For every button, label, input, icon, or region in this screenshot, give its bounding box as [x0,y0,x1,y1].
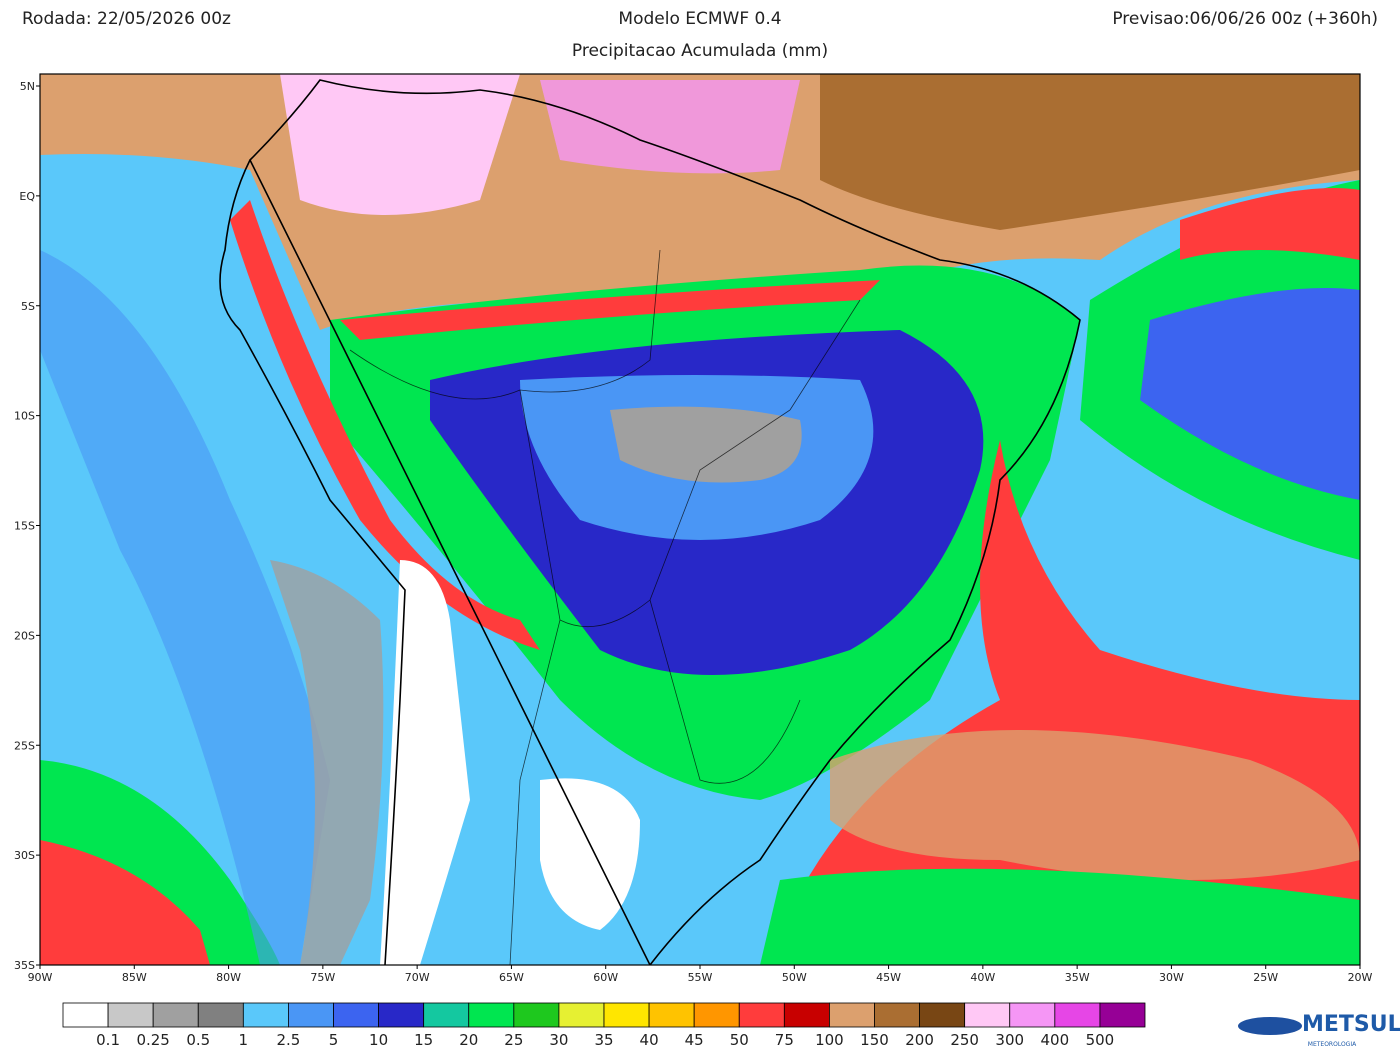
run-time: Rodada: 22/05/2026 00z [22,9,231,29]
colorbar-swatch [558,1002,605,1028]
lon-label: 25W [1253,971,1278,984]
lon-label: 70W [405,971,430,984]
coastline [219,79,1081,965]
colorbar-label: 15 [414,1031,433,1049]
colorbar-label: 45 [685,1031,704,1049]
colorbar-swatch [107,1002,154,1028]
colorbar-swatch [783,1002,830,1028]
lat-label: 5S [21,300,35,313]
lon-label: 40W [970,971,995,984]
colorbar-label: 75 [775,1031,794,1049]
lat-label: 35S [14,959,35,972]
colorbar-label: 400 [1041,1031,1070,1049]
colorbar-label: 25 [504,1031,523,1049]
model-name: Modelo ECMWF 0.4 [618,9,781,29]
colorbar-label: 2.5 [276,1031,300,1049]
logo: METSUL METEOROLOGIA [1238,1012,1400,1048]
colorbar-swatch [1099,1002,1146,1028]
lon-label: 55W [688,971,713,984]
colorbar-label: 500 [1086,1031,1115,1049]
colorbar-swatch [1054,1002,1101,1028]
lon-label: 20W [1348,971,1373,984]
lat-label: 20S [14,629,35,642]
colorbar-label: 0.5 [186,1031,210,1049]
borders [349,249,861,965]
colorbar-swatch [919,1002,966,1028]
colorbar-label: 50 [730,1031,749,1049]
lon-label: 30W [1159,971,1184,984]
colorbar-swatch [333,1002,379,1028]
colorbar-swatch [468,1002,515,1028]
lon-label: 50W [782,971,807,984]
lon-label: 35W [1065,971,1090,984]
colorbar-swatch [648,1002,695,1028]
lat-label: 30S [14,849,35,862]
colorbar-swatch [603,1002,650,1028]
colorbar-label: 200 [905,1031,934,1049]
colorbar-label: 1 [239,1031,249,1049]
colorbar-label: 10 [369,1031,388,1049]
colorbar-label: 40 [640,1031,659,1049]
lat-label: 10S [14,410,35,423]
colorbar-label: 100 [815,1031,844,1049]
colorbar-swatch [513,1002,560,1028]
colorbar-swatch [1009,1002,1056,1028]
colorbar-swatch [874,1002,920,1028]
colorbar-swatch [423,1002,470,1028]
colorbar-label: 30 [549,1031,568,1049]
forecast-time: Previsao:06/06/26 00z (+360h) [1112,9,1378,29]
colorbar-swatch [197,1002,244,1028]
colorbar-swatch [693,1002,740,1028]
colorbar-label: 5 [329,1031,339,1049]
colorbar-label: 250 [950,1031,979,1049]
subtitle: Precipitacao Acumulada (mm) [572,41,828,61]
colorbar-swatch [288,1002,334,1028]
colorbar-swatch [62,1002,109,1028]
lat-label: 5N [20,80,35,93]
lat-label: EQ [19,190,35,203]
colorbar-swatch [964,1002,1011,1028]
colorbar-label: 150 [860,1031,889,1049]
lon-label: 85W [122,971,147,984]
colorbar-label: 0.1 [96,1031,120,1049]
logo-swoosh [1238,1017,1302,1035]
lon-label: 65W [499,971,524,984]
colorbar-label: 0.25 [136,1031,169,1049]
lon-label: 75W [310,971,335,984]
colorbar-swatch [738,1002,785,1028]
logo-tagline: METEOROLOGIA [1308,1041,1357,1048]
colorbar-label: 300 [995,1031,1024,1049]
colorbar-label: 20 [459,1031,478,1049]
logo-name: METSUL [1302,1012,1400,1037]
lat-label: 25S [14,739,35,752]
lon-label: 80W [216,971,241,984]
colorbar-swatch [829,1002,875,1028]
lat-label: 15S [14,520,35,533]
lon-label: 60W [593,971,618,984]
colorbar-swatch [242,1002,289,1028]
colorbar-label: 35 [594,1031,613,1049]
colorbar-swatch [152,1002,199,1028]
precipitation-field [40,74,1360,965]
lon-label: 90W [28,971,53,984]
colorbar-swatch [378,1002,425,1028]
lon-label: 45W [876,971,901,984]
